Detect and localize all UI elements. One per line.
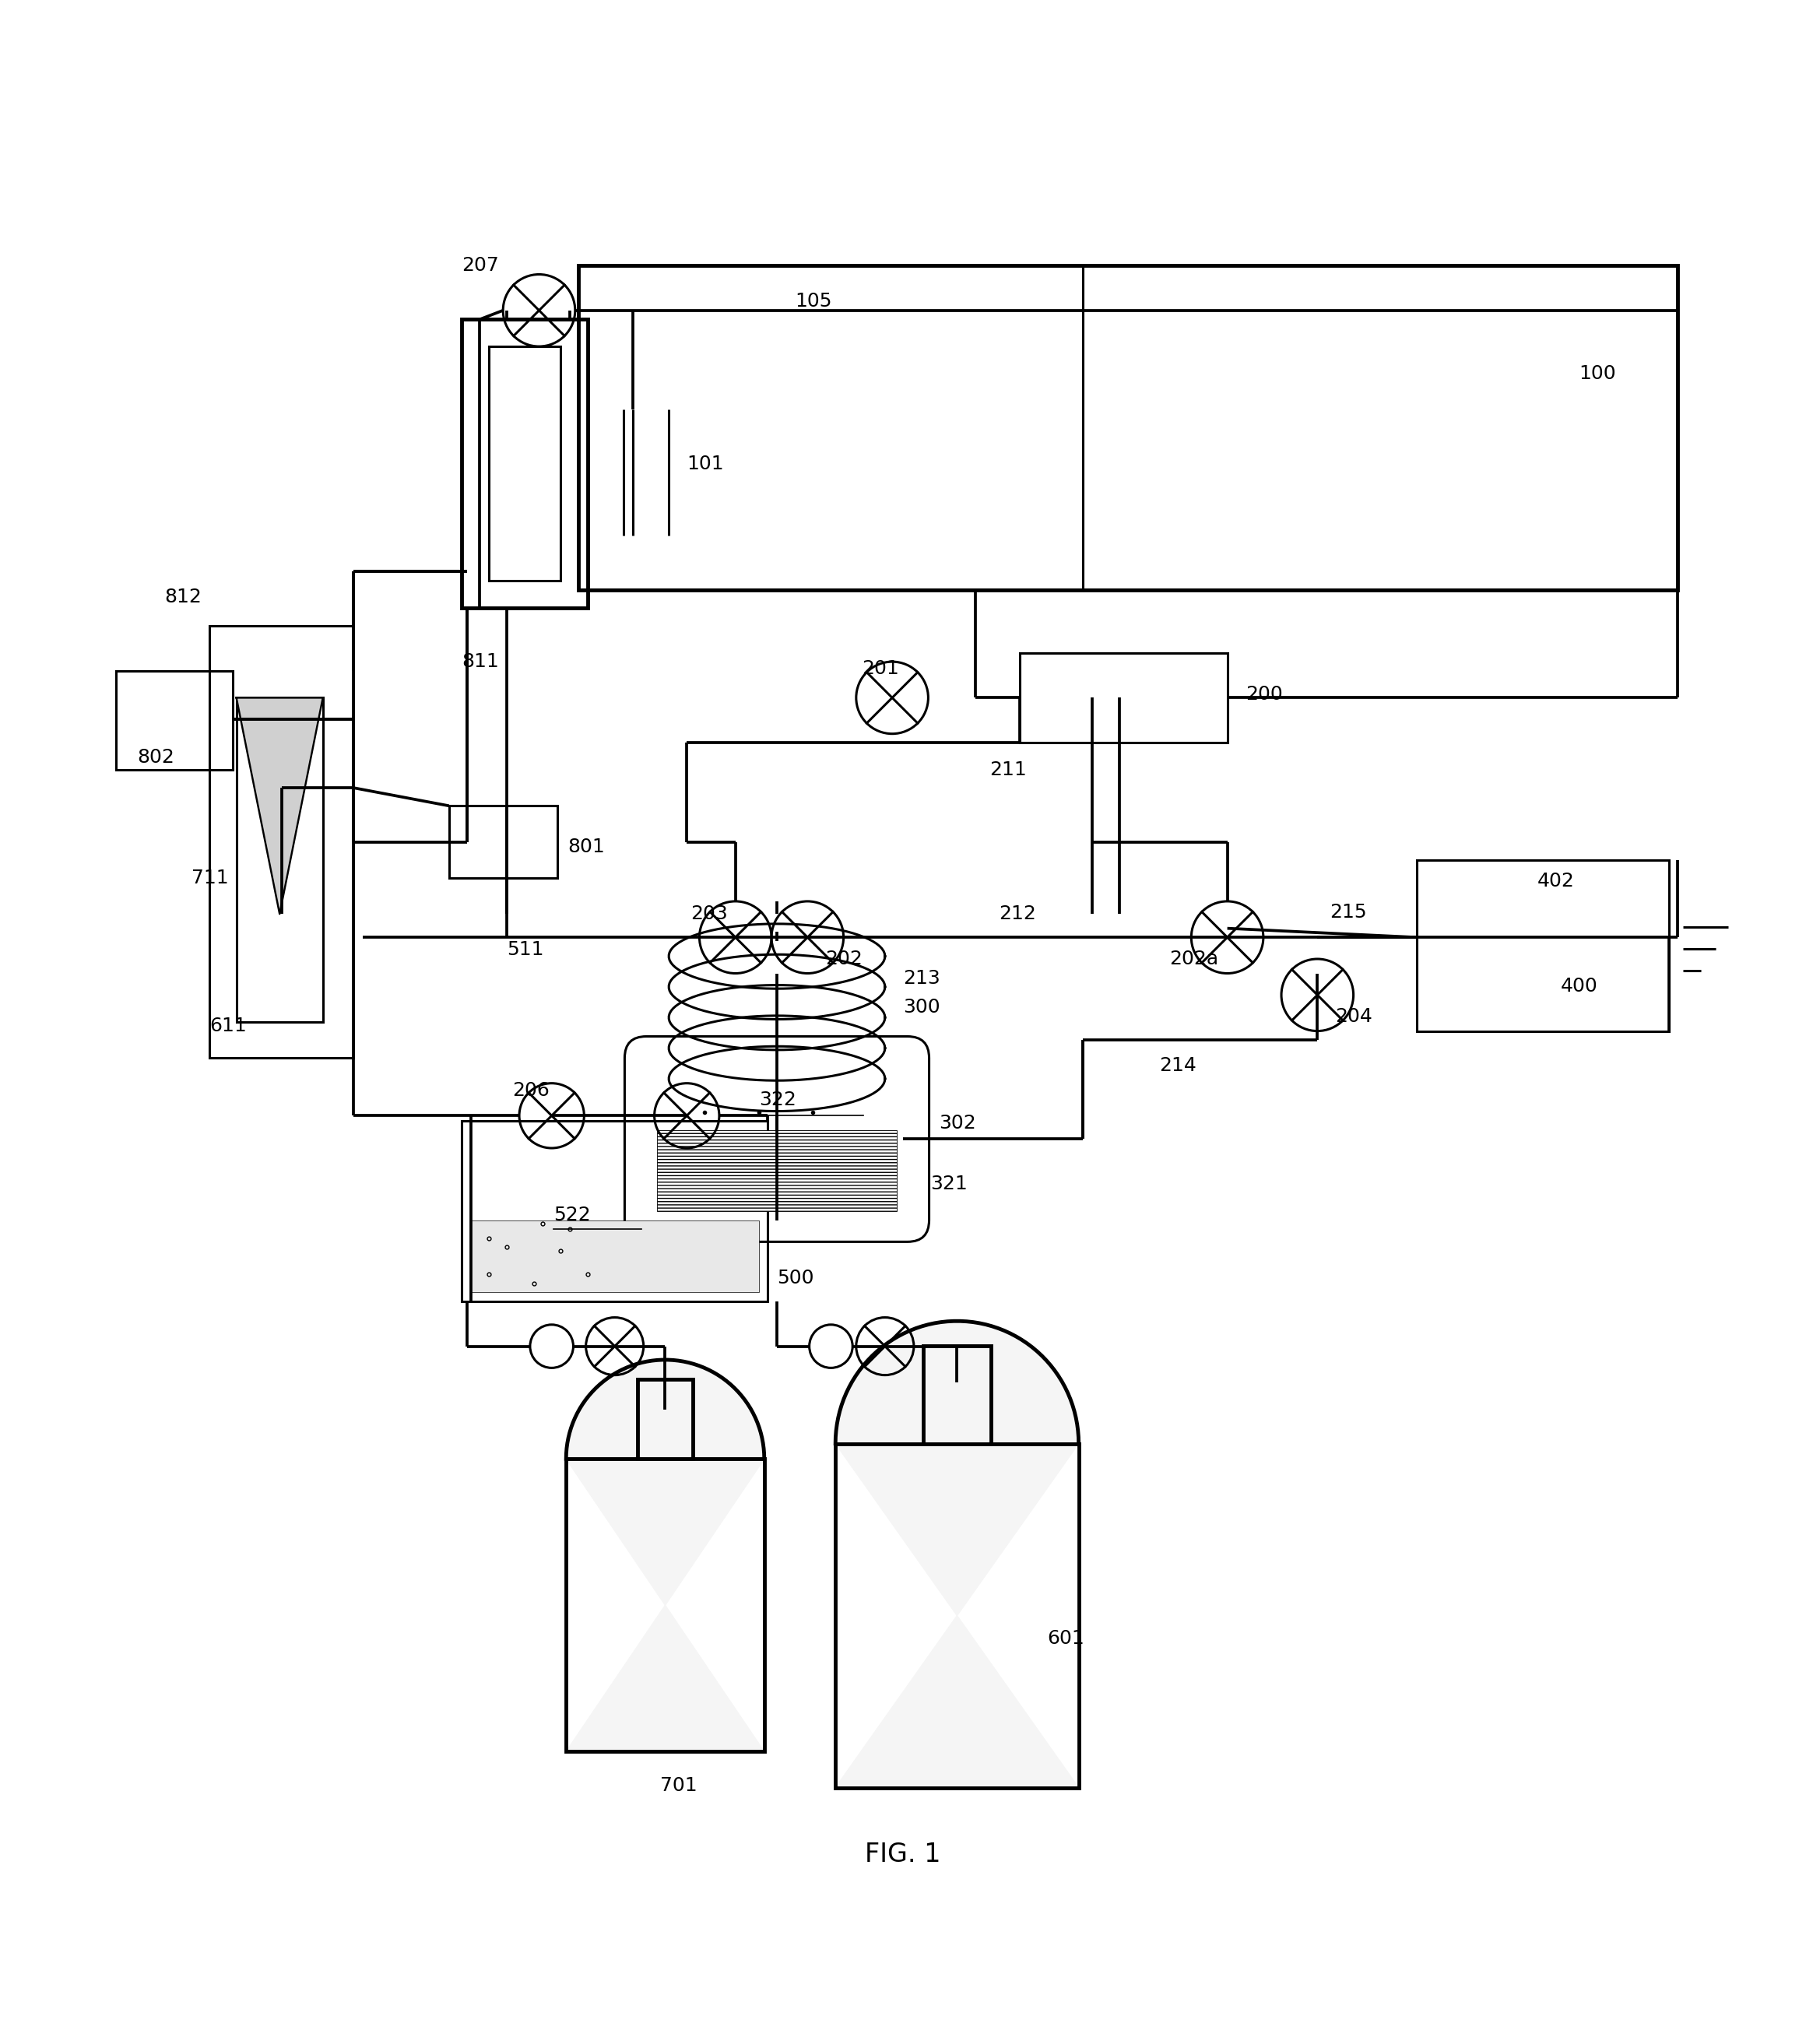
Text: 207: 207 xyxy=(462,256,498,274)
Bar xyxy=(450,805,556,877)
Text: 203: 203 xyxy=(690,905,728,924)
Text: 321: 321 xyxy=(930,1175,968,1194)
Text: 802: 802 xyxy=(137,748,175,766)
Text: 212: 212 xyxy=(999,905,1037,924)
Text: 201: 201 xyxy=(861,660,899,679)
Text: 300: 300 xyxy=(903,997,941,1018)
Text: 811: 811 xyxy=(462,652,498,670)
Bar xyxy=(1020,652,1228,742)
Text: 302: 302 xyxy=(939,1114,977,1132)
Text: 812: 812 xyxy=(164,587,202,607)
Polygon shape xyxy=(237,697,323,914)
Bar xyxy=(565,1459,764,1752)
Circle shape xyxy=(809,1325,852,1367)
Text: 206: 206 xyxy=(513,1081,549,1100)
Text: 200: 200 xyxy=(1246,685,1282,703)
Bar xyxy=(578,266,1084,589)
Text: 211: 211 xyxy=(990,760,1026,779)
Bar xyxy=(471,1220,759,1292)
Bar xyxy=(638,1380,694,1459)
Text: 204: 204 xyxy=(1335,1008,1373,1026)
Bar xyxy=(209,625,354,1059)
Text: 400: 400 xyxy=(1560,977,1598,995)
Text: 402: 402 xyxy=(1537,873,1575,891)
Text: 511: 511 xyxy=(507,940,544,959)
Bar xyxy=(462,1120,768,1302)
Text: 322: 322 xyxy=(759,1089,796,1108)
Bar xyxy=(1416,861,1669,1030)
Text: 101: 101 xyxy=(686,454,724,472)
Text: 801: 801 xyxy=(567,838,605,856)
Bar xyxy=(237,697,323,1022)
Text: 215: 215 xyxy=(1329,903,1367,922)
Polygon shape xyxy=(836,1320,1078,1788)
Text: 205: 205 xyxy=(708,1134,746,1155)
Text: 611: 611 xyxy=(209,1016,247,1034)
Bar xyxy=(578,266,1678,589)
Circle shape xyxy=(529,1325,573,1367)
Bar xyxy=(657,1130,898,1212)
Text: 701: 701 xyxy=(659,1776,697,1795)
Text: 500: 500 xyxy=(777,1269,815,1288)
Text: 105: 105 xyxy=(795,292,833,311)
Text: 214: 214 xyxy=(1159,1057,1196,1075)
Bar xyxy=(489,345,560,580)
Text: 601: 601 xyxy=(1047,1629,1084,1647)
Text: FIG. 1: FIG. 1 xyxy=(865,1842,941,1866)
Text: 202: 202 xyxy=(825,950,863,969)
Text: 522: 522 xyxy=(553,1206,591,1224)
Text: 213: 213 xyxy=(903,969,941,987)
Bar xyxy=(116,670,233,771)
Text: 100: 100 xyxy=(1578,364,1616,382)
Polygon shape xyxy=(565,1359,764,1752)
Text: 202a: 202a xyxy=(1170,950,1219,969)
Bar xyxy=(836,1443,1078,1788)
Text: 711: 711 xyxy=(191,869,228,887)
Bar xyxy=(923,1345,991,1443)
Bar xyxy=(462,319,587,607)
